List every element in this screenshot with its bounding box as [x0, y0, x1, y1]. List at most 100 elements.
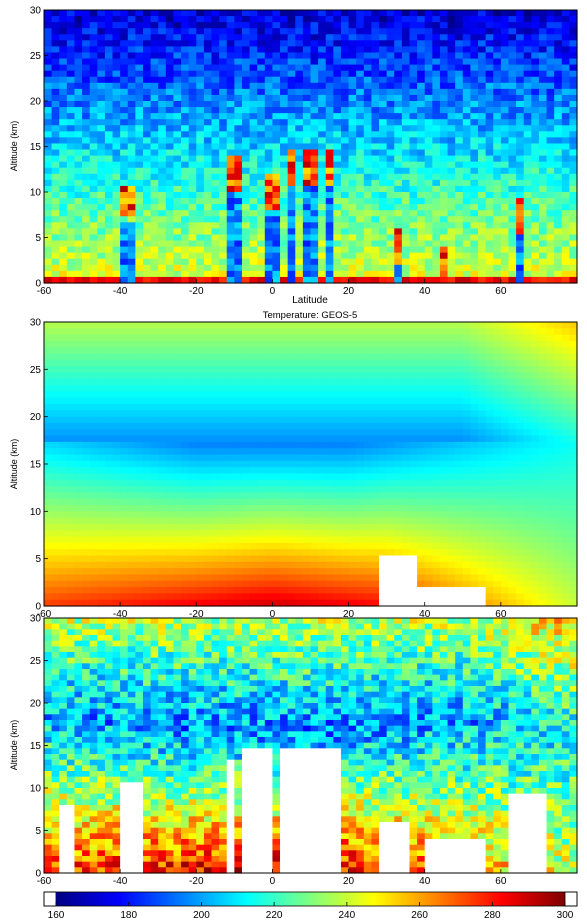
heatmap-cell	[516, 64, 525, 72]
heatmap-cell	[523, 167, 532, 175]
heatmap-cell	[356, 161, 365, 169]
heatmap-cell	[447, 143, 456, 151]
heatmap-cell	[120, 240, 129, 248]
heatmap-cell	[569, 378, 578, 386]
heatmap-cell	[112, 161, 121, 169]
heatmap-cell	[89, 76, 98, 84]
heatmap-cell	[295, 334, 304, 342]
heatmap-cell	[523, 161, 532, 169]
heatmap-cell	[249, 391, 258, 399]
heatmap-cell	[485, 347, 494, 355]
heatmap-cell	[500, 429, 510, 437]
heatmap-cell	[455, 347, 464, 355]
heatmap-cell	[264, 429, 274, 437]
heatmap-cell	[211, 258, 220, 266]
heatmap-cell	[424, 340, 433, 348]
heatmap-cell	[219, 192, 228, 199]
heatmap-cell	[531, 340, 540, 348]
heatmap-cell	[257, 125, 266, 132]
heatmap-cell	[219, 94, 228, 102]
heatmap-cell	[485, 204, 494, 211]
heatmap-cell	[112, 82, 121, 90]
heatmap-cell	[401, 131, 411, 138]
heatmap-cell	[508, 234, 517, 242]
heatmap-cell	[318, 125, 327, 132]
heatmap-cell	[493, 10, 502, 17]
heatmap-cell	[348, 94, 357, 102]
heatmap-cell	[554, 28, 563, 35]
heatmap-cell	[409, 16, 418, 23]
heatmap-cell	[485, 258, 494, 266]
heatmap-cell	[287, 40, 296, 47]
heatmap-cell	[417, 10, 426, 17]
heatmap-cell	[287, 435, 296, 443]
heatmap-cell	[302, 448, 312, 456]
heatmap-cell	[546, 40, 555, 47]
heatmap-cell	[394, 385, 403, 393]
heatmap-cell	[348, 240, 357, 248]
heatmap-cell	[249, 467, 258, 475]
heatmap-cell	[447, 228, 456, 236]
heatmap-cell	[478, 185, 487, 193]
heatmap-cell	[302, 149, 312, 157]
heatmap-cell	[318, 192, 327, 199]
heatmap-cell	[325, 246, 334, 254]
heatmap-cell	[523, 179, 532, 187]
heatmap-cell	[211, 479, 220, 487]
heatmap-cell	[112, 378, 121, 386]
heatmap-cell	[97, 125, 106, 132]
heatmap-cell	[165, 94, 175, 102]
heatmap-cell	[264, 410, 274, 418]
heatmap-cell	[531, 353, 540, 361]
heatmap-cell	[302, 240, 312, 248]
heatmap-cell	[89, 264, 98, 272]
heatmap-cell	[409, 276, 418, 284]
heatmap-cell	[401, 125, 411, 132]
heatmap-cell	[82, 347, 91, 355]
heatmap-cell	[318, 94, 327, 102]
heatmap-cell	[485, 107, 494, 114]
heatmap-cell	[135, 58, 144, 66]
heatmap-cell	[485, 372, 494, 380]
heatmap-cell	[173, 192, 182, 199]
heatmap-cell	[538, 173, 548, 181]
heatmap-cell	[104, 58, 114, 66]
heatmap-cell	[51, 410, 60, 418]
heatmap-cell	[249, 353, 258, 361]
heatmap-cell	[470, 340, 479, 348]
heatmap-cell	[371, 40, 380, 47]
heatmap-cell	[554, 143, 563, 151]
heatmap-cell	[219, 119, 228, 126]
heatmap-cell	[173, 410, 182, 418]
heatmap-cell	[554, 167, 563, 175]
heatmap-cell	[561, 88, 570, 96]
heatmap-cell	[158, 161, 167, 169]
heatmap-cell	[219, 185, 228, 193]
heatmap-cell	[500, 64, 510, 72]
heatmap-cell	[135, 366, 144, 374]
heatmap-cell	[356, 322, 365, 329]
heatmap-cell	[493, 454, 502, 462]
heatmap-cell	[219, 107, 228, 114]
heatmap-cell	[485, 240, 494, 248]
heatmap-cell	[272, 46, 281, 54]
heatmap-cell	[569, 270, 578, 278]
heatmap-cell	[508, 46, 517, 54]
heatmap-cell	[470, 359, 479, 367]
heatmap-cell	[325, 328, 334, 336]
heatmap-cell	[439, 204, 449, 211]
heatmap-cell	[196, 143, 205, 151]
heatmap-cell	[371, 34, 380, 41]
heatmap-cell	[538, 347, 548, 355]
heatmap-cell	[470, 222, 479, 229]
heatmap-cell	[173, 240, 182, 248]
heatmap-cell	[104, 22, 114, 29]
heatmap-cell	[340, 204, 350, 211]
heatmap-cell	[394, 210, 403, 217]
heatmap-cell	[333, 185, 342, 193]
heatmap-cell	[455, 88, 464, 96]
heatmap-cell	[188, 473, 197, 481]
heatmap-cell	[89, 473, 98, 481]
heatmap-cell	[89, 252, 98, 260]
heatmap-cell	[104, 234, 114, 242]
